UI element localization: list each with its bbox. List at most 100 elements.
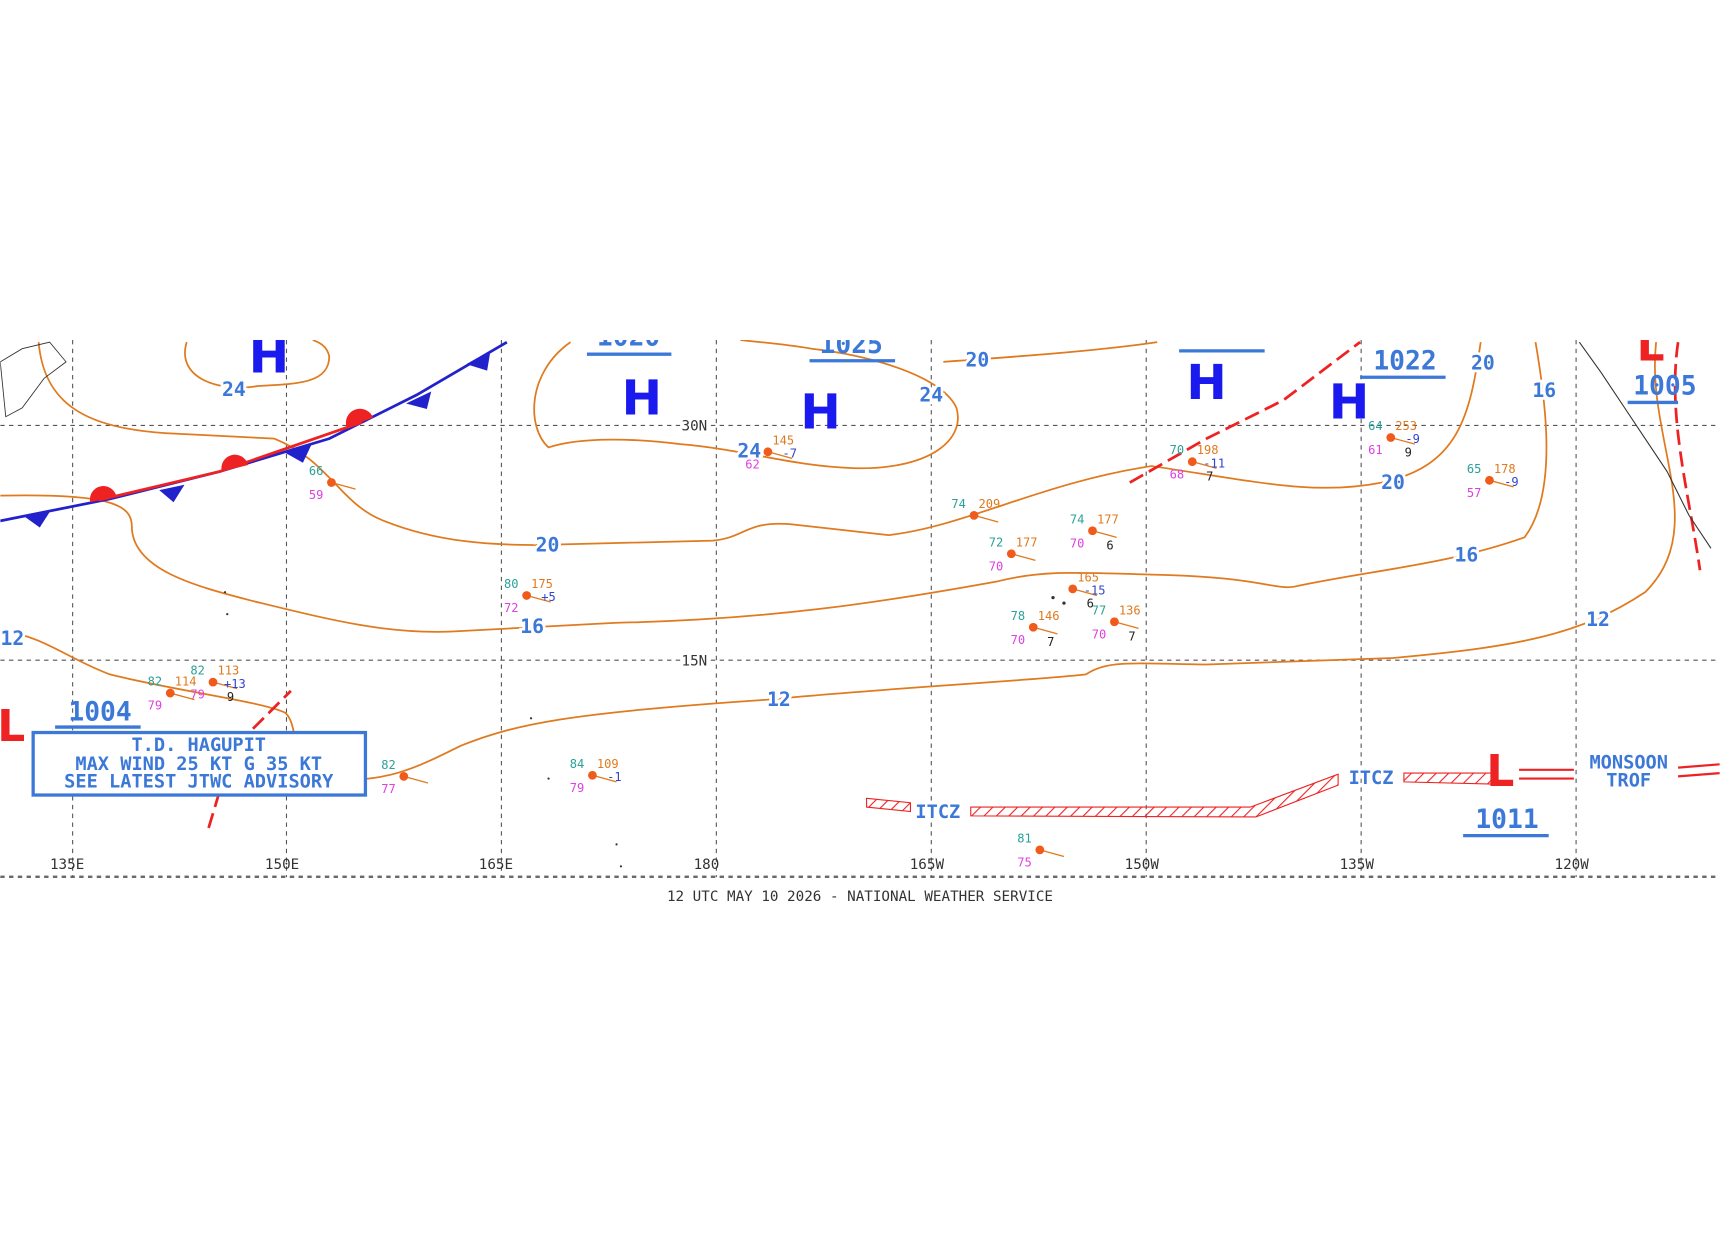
isobar-label: 20 [965,348,989,371]
station-dewpoint: 68 [1170,467,1185,481]
station-dot [1187,457,1197,467]
station-temp: 65 [1467,462,1482,476]
station-dot [1068,584,1078,594]
map-area: 30N 15N H H H H H L L L 1020 1025 1022 1004 1011 1005 24… [0,321,1720,878]
station-other: 6 [1106,539,1113,553]
station-plot: 66 59 [309,464,356,502]
station-dewpoint: 61 [1368,443,1383,457]
itcz-label: ITCZ [915,802,960,823]
station-plot: 80 175 72 +5 [504,577,556,615]
station-pressure: 177 [1097,512,1119,526]
advisory-text: SEE LATEST JTWC ADVISORY [64,771,334,792]
station-dot [1006,549,1016,559]
station-dot [399,772,409,781]
longitude-label: 120W [1555,857,1590,873]
station-plot: 145 62 -7 [745,433,797,471]
station-plot: 84 109 79 -1 [570,757,622,795]
high-pressure-center: H [249,329,289,385]
station-dot [1485,475,1494,485]
station-temp: 72 [989,535,1004,549]
station-pressure: 253 [1395,419,1417,433]
latitude-label: 30N [682,419,708,435]
station-other: 7 [1047,635,1054,649]
footer: 12 UTC MAY 10 2026 - NATIONAL WEATHER SE… [667,889,1053,905]
station-tendency: -1 [607,770,622,784]
station-pressure: 165 [1077,570,1099,584]
low-pressure-center: L [1486,746,1514,797]
isobar-label: 16 [1532,379,1556,402]
station-dewpoint: 79 [148,699,163,713]
station-plot: 64 253 61 -99 [1368,419,1420,459]
high-pressure-center: H [1329,375,1369,431]
longitude-label: 165E [479,857,513,873]
station-plot: 70 198 68 -117 [1170,443,1225,483]
station-tendency: -9 [1405,432,1420,446]
isobar-label: 20 [1471,352,1495,375]
itcz-label: ITCZ [1349,768,1394,789]
pressure-value: 1004 [68,697,131,727]
station-dot [1088,526,1097,536]
station-pressure: 146 [1038,609,1060,623]
latitude-label: 15N [682,653,708,669]
station-dewpoint: 70 [1092,627,1107,641]
station-dot [1028,622,1038,632]
station-temp: 74 [951,497,966,511]
advisory-text: T.D. HAGUPIT [131,735,266,756]
station-plot: 65 178 57 -9 [1467,462,1519,500]
station-temp: 80 [504,577,519,591]
station-dot [588,770,597,780]
high-pressure-center: H [1186,355,1226,411]
station-other: 6 [1087,597,1094,611]
isobar-label: 20 [1381,471,1405,494]
station-dewpoint: 70 [989,559,1004,573]
storm-box [31,730,368,797]
station-pressure: 114 [175,675,197,689]
station-dewpoint: 72 [504,601,519,615]
station-dewpoint: 59 [309,488,324,502]
pressure-underlines [55,349,1679,838]
low-pressure-center: L [1637,321,1665,372]
station-tendency: -15 [1084,584,1106,598]
station-other: 9 [227,690,234,704]
station-temp: 82 [148,675,163,689]
station-pressure: 175 [531,577,553,591]
station-pressure: 178 [1494,462,1516,476]
station-tendency: -11 [1203,456,1225,470]
station-dot [1110,617,1119,627]
station-tendency: -7 [783,446,798,460]
station-tendency: -9 [1504,475,1519,489]
isobar-label: 24 [919,383,943,406]
station-temp: 82 [190,664,205,678]
longitude-label: 180 [694,857,720,873]
station-temp: 64 [1368,419,1383,433]
station-dewpoint: 57 [1467,486,1482,500]
longitude-label: 150E [265,857,299,873]
isobar-label: 16 [520,615,544,638]
monsoon-trough-label: MONSOON [1589,753,1667,774]
station-dewpoint: 79 [190,688,205,702]
station-plot: 81 75 [1017,831,1065,870]
monsoon-trough-label: TROF [1606,770,1651,791]
islands [0,341,1712,868]
itcz-bands [866,763,1720,818]
isobar-label: 12 [767,688,791,711]
pressure-value: 1025 [820,330,883,360]
station-dot [327,478,336,487]
station-temp: 82 [381,758,396,772]
station-plot: 74 177 70 6 [1070,512,1119,552]
station-plot: 77 136 70 7 [1092,603,1141,643]
isobar-label: 24 [222,378,246,401]
station-pressure: 145 [772,433,794,447]
pressure-value: 1022 [1373,346,1436,376]
station-temp: 78 [1011,609,1026,623]
station-temp: 84 [570,757,585,771]
isobar-label: 20 [536,534,560,557]
station-pressure: 198 [1197,443,1219,457]
isobars [0,339,1676,781]
station-plot: 78 146 70 7 [1011,609,1060,649]
isobar-label: 12 [1586,608,1610,631]
station-dot [969,511,979,520]
pressure-value: 1005 [1633,372,1696,402]
isobar-label: 16 [1455,543,1479,566]
